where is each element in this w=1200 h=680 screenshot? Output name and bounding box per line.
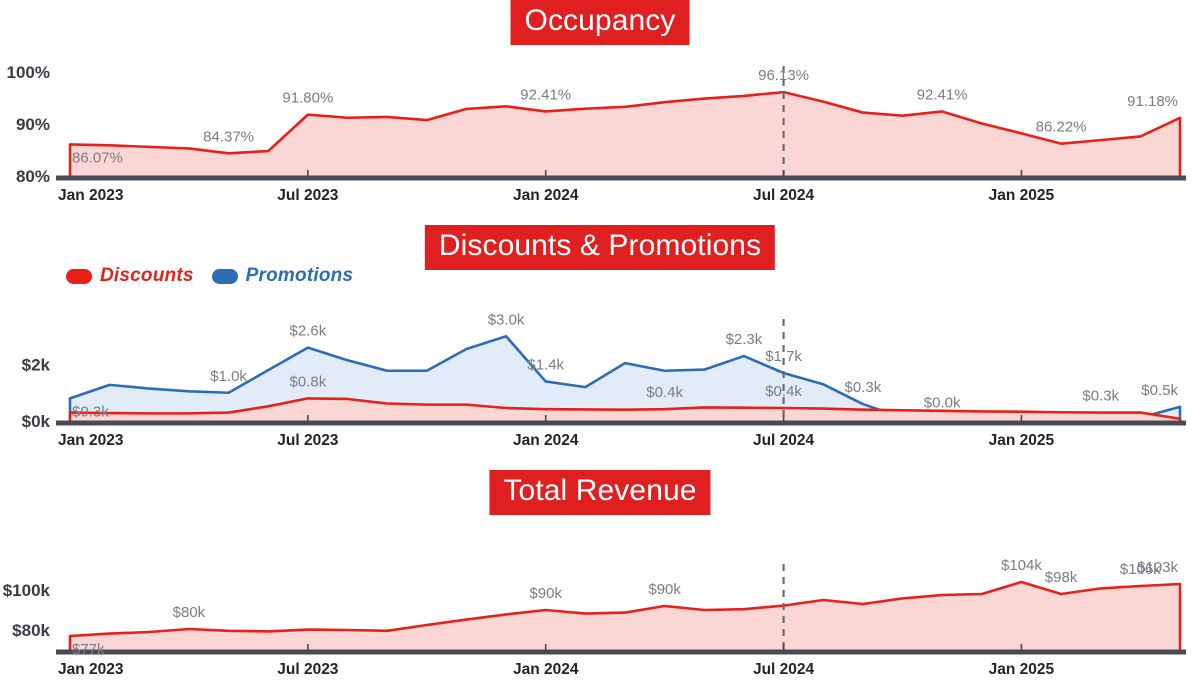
- x-tick-label: Jul 2023: [277, 661, 339, 678]
- panel-occupancy: Occupancy 80% 90% 100% Jan 2023 Jul 2023 Jan …: [0, 0, 1200, 215]
- total-revenue-chart: $80k $100k Jan 2023 Jul 2023 Jan 2024 Jul 202…: [3, 557, 1186, 678]
- y-tick-label: $0k: [22, 412, 51, 431]
- chart-legend: Discounts Promotions: [66, 265, 353, 287]
- data-point-label: $1.4k: [527, 356, 564, 373]
- x-tick-label: Jan 2025: [989, 432, 1055, 449]
- data-point-label: $1.7k: [765, 348, 802, 365]
- data-point-label: $0.5k: [1141, 382, 1178, 399]
- data-point-label: 92.41%: [917, 86, 968, 103]
- data-point-label: 96.13%: [758, 67, 809, 84]
- data-point-label: 86.07%: [72, 149, 123, 166]
- data-point-label: $0.3k: [845, 379, 882, 396]
- data-point-label: $90k: [648, 581, 681, 598]
- data-point-label: $0.3k: [72, 403, 109, 420]
- panel-discounts: Discounts & Promotions Discounts Promoti…: [0, 225, 1200, 460]
- data-point-label: $98k: [1045, 569, 1078, 586]
- legend-item-promotions[interactable]: Promotions: [211, 265, 354, 287]
- x-tick-label: Jan 2023: [58, 432, 124, 449]
- x-tick-label: Jul 2024: [753, 432, 815, 449]
- y-tick-label: 90%: [16, 115, 50, 134]
- series-occupancy: [68, 90, 1182, 176]
- x-tick-label: Jan 2023: [58, 661, 124, 678]
- data-point-label: $0.0k: [924, 394, 961, 411]
- x-tick-label: Jan 2025: [989, 187, 1055, 204]
- x-tick-label: Jul 2024: [753, 661, 815, 678]
- y-tick-label: $100k: [3, 581, 51, 600]
- series-total-revenue: [68, 580, 1182, 650]
- x-tick-label: Jan 2023: [58, 187, 124, 204]
- legend-label-discounts: Discounts: [100, 265, 194, 286]
- data-point-label: $1.0k: [210, 368, 247, 385]
- legend-label-promotions: Promotions: [245, 265, 354, 286]
- x-tick-label: Jul 2023: [277, 187, 339, 204]
- chart-title-discounts-promotions: Discounts & Promotions: [424, 225, 776, 270]
- y-tick-label: $2k: [22, 356, 51, 375]
- x-tick-label: Jul 2024: [753, 187, 815, 204]
- data-point-label: $3.0k: [488, 311, 525, 328]
- data-point-label: $0.8k: [290, 373, 327, 390]
- chart-title-occupancy: Occupancy: [510, 0, 690, 45]
- x-tick-label: Jul 2023: [277, 432, 339, 449]
- legend-item-discounts[interactable]: Discounts: [66, 265, 194, 287]
- y-tick-label: 80%: [16, 167, 50, 186]
- panel-revenue: Total Revenue $80k $100k Jan 2023 Jul 2023 J…: [0, 470, 1200, 680]
- x-tick-label: Jan 2024: [513, 432, 579, 449]
- data-point-label: $90k: [529, 585, 562, 602]
- y-tick-label: $80k: [12, 621, 50, 640]
- data-point-label: $0.4k: [646, 384, 683, 401]
- y-tick-label: 100%: [7, 63, 50, 82]
- data-point-label: 92.41%: [520, 86, 571, 103]
- occupancy-chart: 80% 90% 100% Jan 2023 Jul 2023 Jan 2024 Jul 20…: [7, 63, 1186, 204]
- data-point-label: $0.3k: [1082, 388, 1119, 405]
- data-point-label: 91.80%: [282, 90, 333, 107]
- data-point-label: $0.4k: [765, 383, 802, 400]
- data-point-label: $77k: [72, 641, 105, 658]
- x-tick-label: Jan 2024: [513, 661, 579, 678]
- data-point-label: $2.3k: [726, 331, 763, 348]
- data-point-label: $104k: [1001, 557, 1042, 574]
- series-discounts: [68, 397, 1182, 421]
- chart-title-total-revenue: Total Revenue: [489, 470, 711, 515]
- x-tick-label: Jan 2025: [989, 661, 1055, 678]
- data-point-label: 84.37%: [203, 128, 254, 145]
- x-tick-label: Jan 2024: [513, 187, 579, 204]
- data-point-label: $2.6k: [290, 323, 327, 340]
- discounts-promotions-chart: $0k $2k Jan 2023 Jul 2023 Jan 2024 Jul 2024 Ja…: [22, 311, 1186, 449]
- data-point-label: $80k: [173, 604, 206, 621]
- data-point-label: $103k: [1137, 559, 1178, 576]
- data-point-label: 91.18%: [1127, 93, 1178, 110]
- legend-swatch-discounts: [66, 268, 92, 284]
- data-point-label: $106k: [1120, 561, 1161, 578]
- data-point-label: 86.22%: [1036, 119, 1087, 136]
- legend-swatch-promotions: [211, 268, 238, 284]
